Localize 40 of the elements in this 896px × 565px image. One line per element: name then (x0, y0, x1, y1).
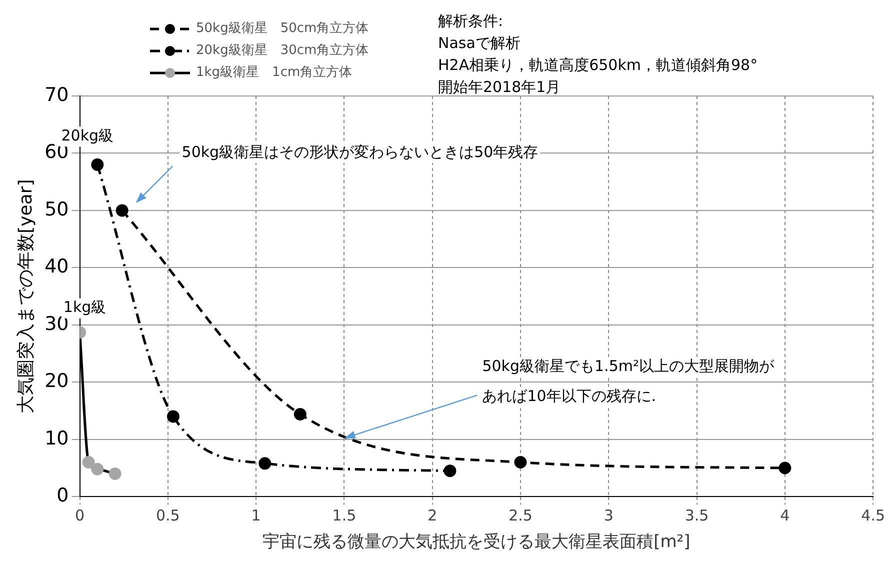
x-tick-label: 2 (428, 506, 438, 524)
x-tick-label: 1.5 (332, 506, 356, 524)
text: Nasaで解析 (438, 33, 522, 54)
annotation: 50kg級衛星はその形状が変わらないときは50年残存 (182, 142, 538, 161)
legend-label: 50kg級衛星 50cm角立方体 (196, 20, 369, 38)
point (116, 204, 128, 217)
text: 解析条件: (438, 11, 504, 32)
x-tick-label: 1 (251, 506, 261, 524)
annotation: 20kg級 (61, 126, 114, 145)
x-tick-label: 3 (604, 506, 614, 524)
legend-label: 1kg級衛星 1cm角立方体 (196, 64, 352, 82)
point (91, 462, 104, 476)
point (294, 408, 306, 420)
y-tick-label: 10 (44, 427, 69, 450)
point (778, 462, 792, 474)
point (82, 456, 95, 469)
y-tick-label: 20 (44, 370, 69, 392)
y-tick-label: 0 (56, 484, 69, 507)
y-axis-title: 大気圏突入までの年数[year] (15, 179, 36, 414)
x-tick-label: 4.5 (861, 506, 885, 524)
x-tick-label: 3.5 (684, 506, 709, 524)
annotation: 開始年2018年1月 (438, 77, 562, 98)
point (514, 456, 527, 469)
x-tick-label: 4 (780, 506, 790, 524)
y-tick-label: 50 (44, 198, 69, 220)
point (166, 410, 180, 423)
annotation: 50kg級衛星でも1.5m²以上の大型展開物があれば10年以下の残存に. (482, 357, 775, 406)
legend-label: 20kg級衛星 30cm角立方体 (196, 42, 369, 60)
point (444, 464, 456, 478)
x-tick-label: 0 (75, 506, 85, 524)
point (108, 467, 122, 480)
text: H2A相乗り，軌道高度650km，軌道傾斜角98° (438, 55, 758, 76)
y-tick-label: 40 (44, 256, 69, 278)
x-axis-title: 宇宙に残る微量の大気抵抗を受ける最大衛星表面積[m²] (262, 532, 690, 552)
y-tick-label: 70 (44, 84, 69, 106)
point (91, 158, 104, 171)
x-tick-label: 2.5 (508, 506, 532, 524)
x-tick-label: 0.5 (156, 506, 180, 524)
annotation: 1kg級 (63, 298, 106, 316)
point (258, 457, 272, 470)
